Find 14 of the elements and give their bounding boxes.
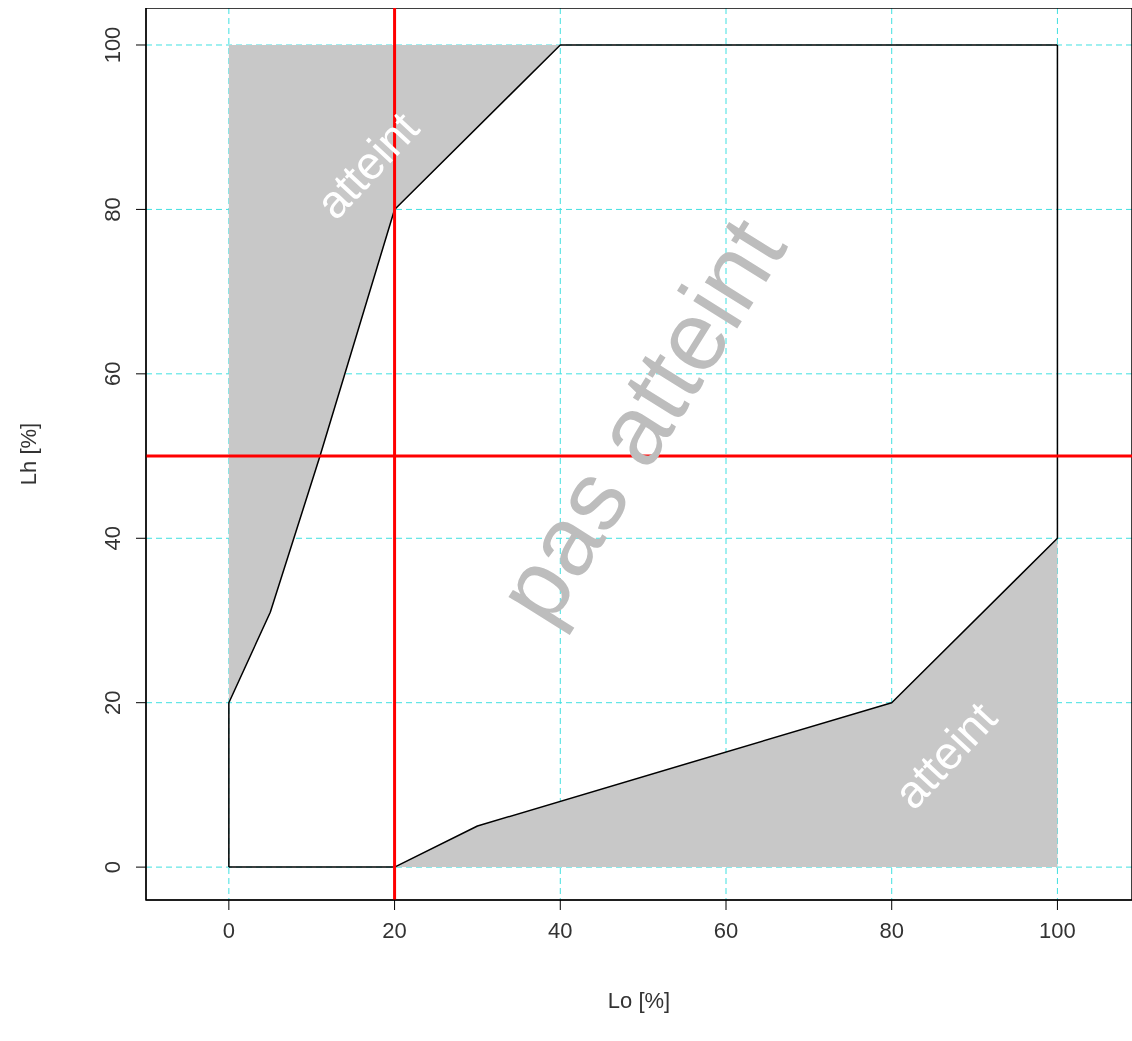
y-tick-label: 100 [100,26,125,64]
x-tick-label: 20 [382,917,407,943]
x-tick-label: 60 [713,917,739,943]
y-tick-label: 40 [100,526,125,551]
y-tick-label: 20 [100,690,125,715]
x-tick-label: 80 [879,917,904,943]
x-tick-label: 0 [222,917,235,943]
y-tick-label: 0 [100,860,125,874]
y-axis-title: Lh [%] [15,422,41,486]
x-tick-label: 100 [1039,917,1076,943]
x-axis-title: Lo [%] [607,988,671,1013]
x-tick-label: 40 [548,917,573,943]
y-tick-label: 80 [100,197,125,222]
y-tick-label: 60 [100,361,125,387]
